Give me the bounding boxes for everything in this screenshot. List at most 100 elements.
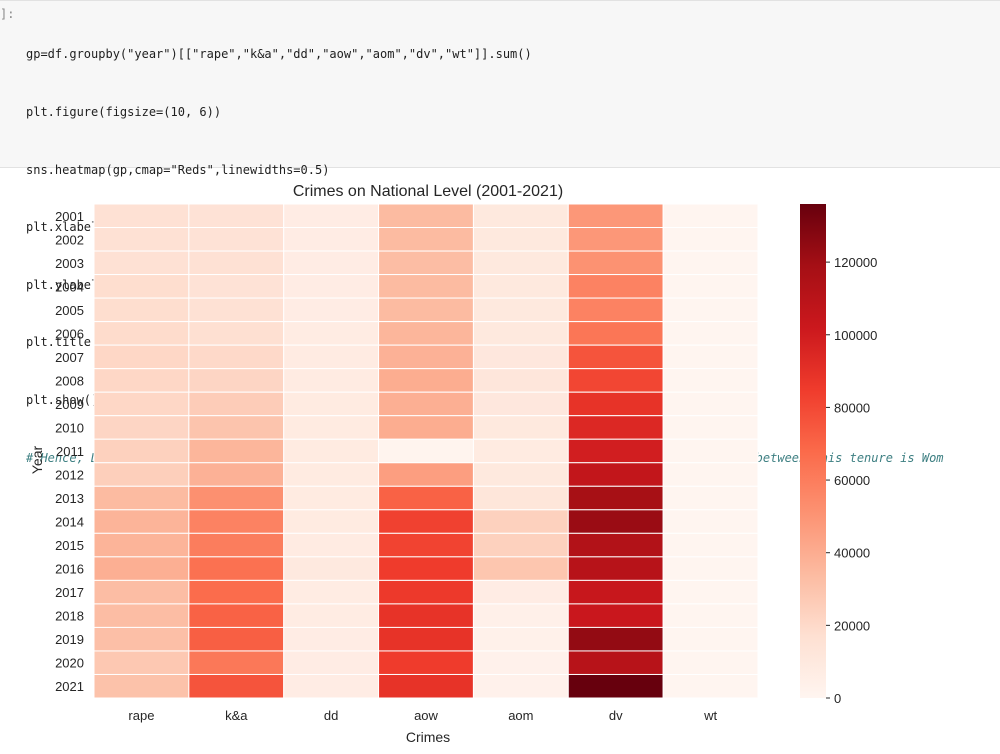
heatmap-cell: [472, 485, 569, 511]
y-tick-label: 2016: [55, 562, 84, 577]
heatmap-cell: [188, 673, 285, 699]
heatmap-cell: [567, 297, 664, 323]
heatmap-cell: [283, 344, 380, 370]
heatmap-cell: [93, 297, 190, 323]
colorbar-tick-label: 60000: [834, 473, 870, 488]
heatmap-cell: [93, 250, 190, 276]
heatmap-cell: [283, 603, 380, 628]
heatmap-cells: [93, 203, 759, 699]
heatmap-cell: [378, 673, 474, 699]
y-tick-label: 2011: [56, 444, 84, 459]
heatmap-cell: [662, 509, 759, 534]
heatmap-cell: [472, 603, 569, 628]
x-tick-label: aom: [508, 708, 533, 723]
heatmap-cell: [472, 626, 569, 652]
heatmap-cell: [93, 368, 190, 393]
heatmap-cell: [378, 391, 474, 417]
heatmap-cell: [472, 438, 569, 464]
heatmap-cell: [378, 485, 474, 511]
y-tick-label: 2003: [55, 256, 84, 271]
y-tick-label: 2005: [55, 303, 84, 318]
heatmap-cell: [93, 391, 190, 417]
heatmap-cell: [567, 509, 664, 534]
heatmap-cell: [472, 415, 569, 440]
x-tick-label: dd: [324, 708, 338, 723]
heatmap-cell: [188, 274, 285, 299]
heatmap-cell: [567, 603, 664, 628]
heatmap-cell: [188, 250, 285, 276]
heatmap-cell: [188, 556, 285, 581]
heatmap-cell: [662, 438, 759, 464]
heatmap-cell: [283, 673, 380, 699]
heatmap-cell: [662, 650, 759, 675]
heatmap-cell: [662, 368, 759, 393]
heatmap-cell: [283, 485, 380, 511]
heatmap-cell: [93, 603, 190, 628]
heatmap-cell: [188, 532, 285, 558]
code-cell[interactable]: ]: gp=df.groupby("year")[["rape","k&a","…: [0, 0, 1000, 465]
heatmap-cell: [188, 415, 285, 440]
heatmap-cell: [378, 274, 474, 299]
heatmap-cell: [283, 438, 380, 464]
heatmap-cell: [93, 532, 190, 558]
heatmap-cell: [662, 321, 759, 346]
heatmap-cell: [378, 250, 474, 276]
heatmap-cell: [283, 532, 380, 558]
colorbar: [800, 204, 826, 698]
heatmap-cell: [662, 344, 759, 370]
x-tick-label: k&a: [225, 708, 248, 723]
heatmap-cell: [93, 415, 190, 440]
heatmap-cell: [283, 509, 380, 534]
heatmap-cell: [662, 297, 759, 323]
heatmap-cell: [567, 415, 664, 440]
colorbar-ticks: 0 20000 40000 60000 80000 100000 120000: [826, 255, 877, 706]
heatmap-cell: [378, 626, 474, 652]
heatmap-cell: [472, 321, 569, 346]
code-line: sns.heatmap(gp,cmap="Reds",linewidths=0.…: [26, 162, 330, 177]
heatmap-cell: [567, 485, 664, 511]
cell-output: Crimes on National Level (2001-2021) 200…: [0, 178, 1000, 750]
x-tick-label: rape: [128, 708, 154, 723]
heatmap-cell: [188, 391, 285, 417]
heatmap-cell: [567, 579, 664, 605]
heatmap-cell: [472, 368, 569, 393]
heatmap-cell: [378, 650, 474, 675]
heatmap-cell: [93, 485, 190, 511]
heatmap-cell: [472, 509, 569, 534]
heatmap-cell: [567, 344, 664, 370]
heatmap-cell: [662, 673, 759, 699]
heatmap-cell: [93, 626, 190, 652]
heatmap-cell: [283, 462, 380, 487]
heatmap-cell: [283, 203, 380, 229]
y-tick-label: 2001: [55, 209, 84, 224]
heatmap-cell: [472, 203, 569, 229]
y-tick-label: 2018: [55, 609, 84, 624]
heatmap-cell: [378, 462, 474, 487]
heatmap-cell: [567, 203, 664, 229]
y-axis-label: Year: [29, 446, 45, 475]
heatmap-cell: [472, 650, 569, 675]
heatmap-cell: [188, 203, 285, 229]
y-tick-label: 2021: [55, 679, 84, 694]
heatmap-cell: [472, 462, 569, 487]
heatmap-cell: [378, 368, 474, 393]
heatmap-cell: [567, 462, 664, 487]
y-tick-label: 2002: [55, 232, 84, 247]
heatmap-cell: [188, 509, 285, 534]
heatmap-cell: [567, 673, 664, 699]
code-line: plt.figure(figsize=(10, 6)): [26, 105, 222, 119]
heatmap-cell: [283, 391, 380, 417]
heatmap-cell: [662, 579, 759, 605]
heatmap-cell: [378, 556, 474, 581]
heatmap-cell: [378, 321, 474, 346]
y-tick-label: 2008: [55, 373, 84, 388]
x-tick-label: aow: [414, 708, 438, 723]
y-tick-label: 2006: [55, 326, 84, 341]
chart-title: Crimes on National Level (2001-2021): [293, 183, 563, 200]
heatmap-cell: [188, 344, 285, 370]
heatmap-cell: [472, 391, 569, 417]
heatmap-cell: [567, 368, 664, 393]
heatmap-cell: [188, 462, 285, 487]
y-tick-label: 2019: [55, 632, 84, 647]
heatmap-cell: [188, 603, 285, 628]
